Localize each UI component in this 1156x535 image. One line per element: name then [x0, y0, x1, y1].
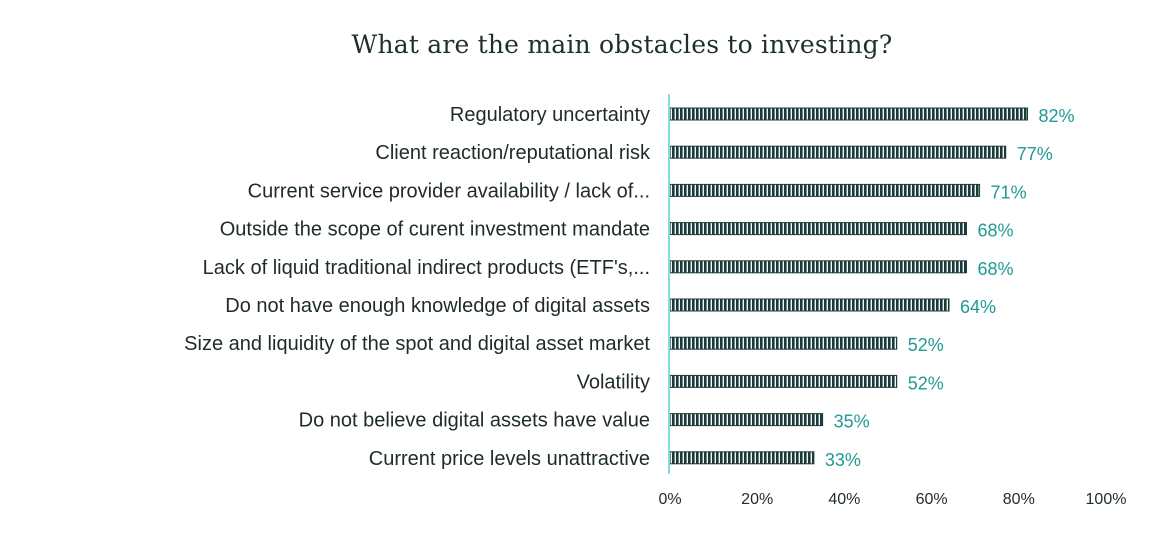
value-label: 68% — [977, 259, 1013, 279]
category-label: Volatility — [577, 371, 650, 393]
x-tick-label: 60% — [916, 491, 948, 508]
bar — [669, 374, 898, 388]
bar — [669, 336, 898, 350]
chart-title: What are the main obstacles to investing… — [351, 30, 893, 59]
category-label: Do not believe digital assets have value — [299, 410, 650, 432]
category-label: Outside the scope of curent investment m… — [220, 219, 650, 241]
category-label: Current price levels unattractive — [369, 448, 650, 470]
value-label: 52% — [908, 373, 944, 393]
x-tick-label: 20% — [741, 491, 773, 508]
value-label: 35% — [834, 412, 870, 432]
value-label: 82% — [1039, 106, 1075, 126]
bar — [669, 298, 950, 312]
x-tick-label: 0% — [658, 491, 681, 508]
category-label: Size and liquidity of the spot and digit… — [184, 333, 650, 355]
value-label: 77% — [1017, 144, 1053, 164]
bars-layer — [669, 107, 1029, 465]
category-labels: Regulatory uncertainty Client reaction/re… — [184, 104, 651, 470]
bar — [669, 107, 1029, 121]
value-labels: 82% 77% 71% 68% 68% 64% 52% 52% 35% 33% — [825, 106, 1075, 470]
value-label: 64% — [960, 297, 996, 317]
x-tick-label: 100% — [1086, 491, 1127, 508]
x-tick-label: 40% — [828, 491, 860, 508]
bar — [669, 183, 981, 197]
category-label: Lack of liquid traditional indirect prod… — [203, 257, 650, 279]
category-label: Regulatory uncertainty — [450, 104, 650, 126]
bar — [669, 145, 1007, 159]
x-tick-label: 80% — [1003, 491, 1035, 508]
x-axis-ticks: 0% 20% 40% 60% 80% 100% — [658, 491, 1126, 508]
value-label: 33% — [825, 450, 861, 470]
category-label: Do not have enough knowledge of digital … — [225, 295, 650, 317]
value-label: 52% — [908, 335, 944, 355]
bar — [669, 222, 967, 236]
category-label: Current service provider availability / … — [248, 180, 650, 202]
bar — [669, 260, 967, 274]
value-label: 71% — [991, 182, 1027, 202]
bar — [669, 413, 824, 427]
value-label: 68% — [977, 221, 1013, 241]
category-label: Client reaction/reputational risk — [375, 142, 651, 164]
bar — [669, 451, 815, 465]
